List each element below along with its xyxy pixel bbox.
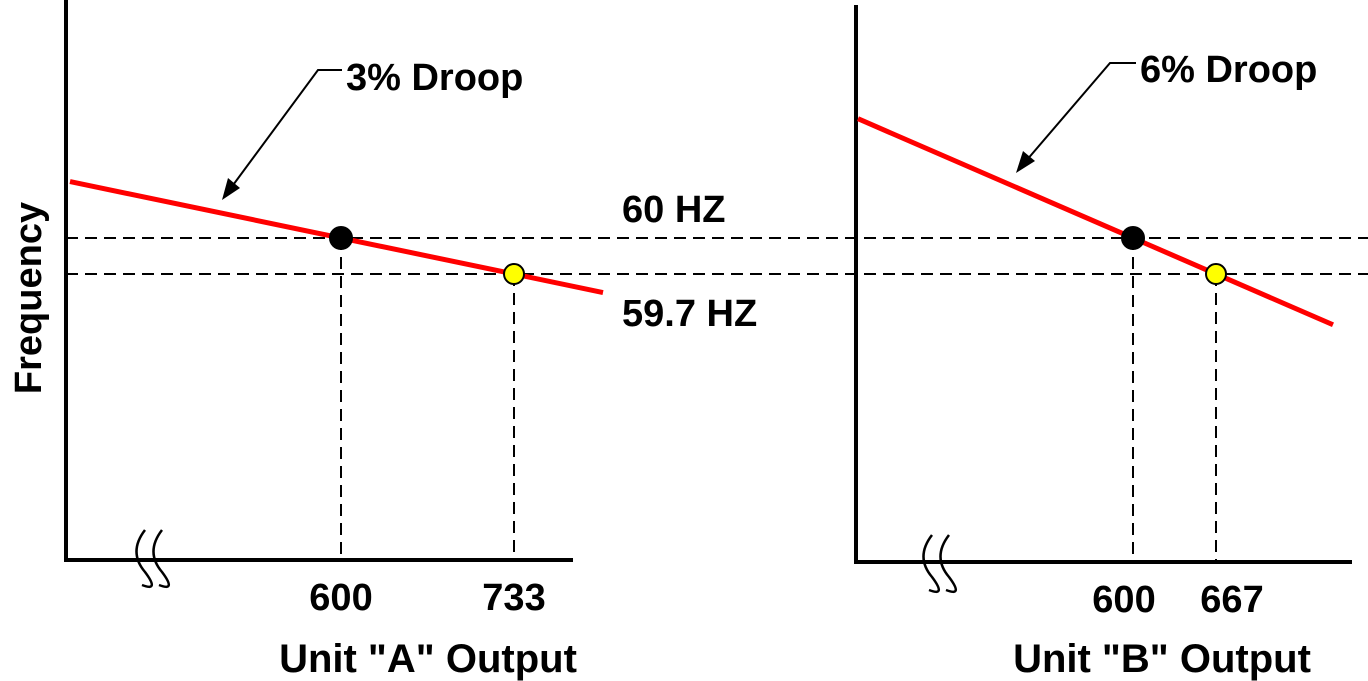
x-tick-b-2: 667: [1200, 579, 1263, 621]
droop-line-unit-b: [857, 116, 1334, 328]
annotation-unit-b: 6% Droop: [1140, 49, 1317, 91]
operating-point-a-1: [329, 226, 353, 250]
operating-point-a-2: [503, 263, 525, 285]
x-tick-a-1: 600: [309, 577, 372, 619]
axis-break-unit-a: [135, 529, 170, 589]
annotation-arrow-unit-a: [222, 69, 342, 200]
axes-unit-b: [854, 5, 1352, 564]
operating-point-b-1: [1121, 226, 1145, 250]
reference-label-lower: 59.7 HZ: [622, 293, 757, 335]
y-axis-label: Frequency: [8, 202, 50, 394]
x-tick-b-1: 600: [1092, 579, 1155, 621]
axis-break-unit-b: [922, 534, 957, 594]
axes-unit-a: [64, 0, 573, 562]
operating-point-b-2: [1205, 263, 1227, 285]
reference-label-upper: 60 HZ: [622, 189, 725, 231]
x-axis-label-unit-b: Unit "B" Output: [1013, 637, 1311, 681]
annotation-unit-a: 3% Droop: [346, 57, 523, 99]
x-axis-label-unit-a: Unit "A" Output: [279, 637, 577, 681]
annotation-arrow-unit-b: [1016, 62, 1136, 173]
x-tick-a-2: 733: [482, 577, 545, 619]
